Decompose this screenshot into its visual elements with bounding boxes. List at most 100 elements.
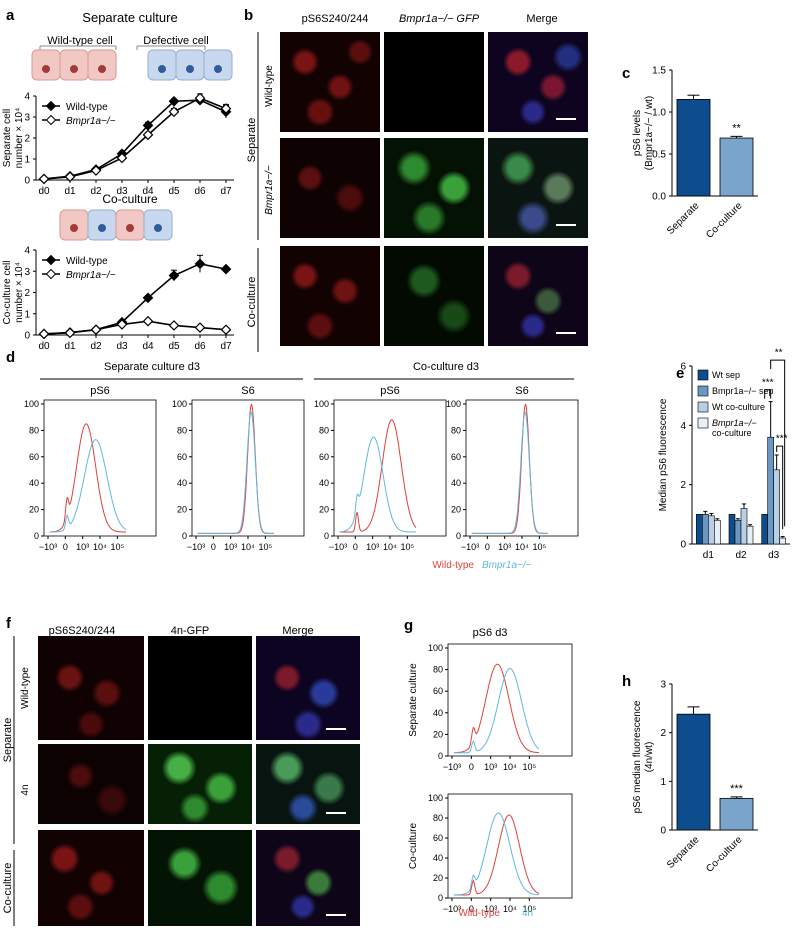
micrograph-b-ko-merge [488,138,588,238]
y-tick-label: 6 [680,362,686,373]
subplot-title: pS6 [90,385,110,397]
micrograph-f-wt-merge [256,636,360,740]
x-tick-label: d0 [38,186,50,197]
panel-label-f: f [6,615,12,632]
data-point [194,92,206,104]
bar-separate [676,99,711,197]
legend-bmpr1a: Bmpr1a−/− [482,560,532,571]
y-tick-label: 100 [172,399,187,409]
scale-bar [326,812,346,814]
sig-bracket [770,359,786,527]
scale-bar [326,728,346,730]
legend-marker [45,268,57,280]
b-row-bmpr1a: Bmpr1a−/− [264,165,275,215]
histogram-curve-ko [339,436,416,533]
x-tick-label: d6 [194,186,206,197]
bar [746,525,754,545]
x-tick-label: d2 [90,186,102,197]
micrograph-b-co-merge [488,246,588,346]
micrograph-f-wt-gfp [148,636,252,740]
x-tick-label: d3 [768,550,780,561]
x-tick-label: Separate [665,834,702,871]
x-tick-label: d4 [142,186,154,197]
x-tick-label: Co-culture [704,834,745,875]
bar [734,519,742,545]
legend-label: Bmpr1a−/− sep [712,386,774,396]
bar [773,469,780,545]
y-tick-label: 80 [177,425,187,435]
bar [714,519,721,545]
y-tick-label: 60 [319,452,329,462]
x-tick-label: 0 [63,542,68,552]
x-tick-label: d7 [220,341,232,352]
legend-label: Wild-type [66,256,108,267]
panel-a-title: Separate culture [82,10,177,25]
legend-label-2: co-culture [712,428,752,438]
y-tick-label: 60 [433,833,443,843]
b-row-wildtype: Wild-type [264,65,275,107]
y-tick-label: 60 [177,452,187,462]
y-tick-label: 100 [428,793,443,803]
y-tick-label: 20 [433,729,443,739]
b-col-label-gfp: Bmpr1a−/− GFP [399,13,480,25]
x-tick-label: d1 [64,186,76,197]
y-tick-label: 40 [433,708,443,718]
bar-separate [676,713,711,831]
x-tick-label: 10⁴ [503,762,517,772]
x-tick-label: d7 [220,186,232,197]
x-tick-label: 10³ [76,542,89,552]
x-tick-label: 10⁵ [522,904,536,914]
data-point [38,328,50,340]
micrograph-f-4n-merge [256,744,360,824]
x-tick-label: 10³ [484,762,497,772]
row-label: Separate culture [408,663,419,737]
significance-mark: *** [776,434,788,445]
x-tick-label: d4 [142,341,154,352]
histogram-curve-ko [453,812,539,896]
y-tick-label: 0 [24,176,30,187]
plot-frame [333,399,447,537]
panel-label-d: d [6,349,15,366]
y-axis-label: pS6 median fluorescence [632,700,643,813]
x-tick-label: d6 [194,341,206,352]
x-tick-label: d5 [168,341,180,352]
micrograph-f-wt-ps6 [38,636,144,740]
data-point [142,129,154,141]
x-tick-label: 0 [469,904,474,914]
y-tick-label: 0.5 [652,150,666,161]
micrograph-b-co-gfp [384,246,484,346]
legend-marker [45,114,57,126]
f-group-coculture: Co-culture [2,863,14,914]
coculture-title: Co-culture [102,192,158,206]
x-tick-label: 0 [469,762,474,772]
y-tick-label: 2 [680,480,686,491]
y-tick-label: 2 [24,134,30,145]
y-tick-label: 1.5 [652,66,666,77]
y-tick-label: 0.0 [652,192,666,203]
y-tick-label: 20 [433,873,443,883]
x-tick-label: 0 [485,542,490,552]
y-axis-label-2: number × 10⁴ [14,262,25,323]
y-axis-label-2: number × 10⁴ [14,108,25,169]
y-tick-label: 20 [177,505,187,515]
legend-marker [45,254,57,266]
x-tick-label: d0 [38,341,50,352]
scale-bar [556,332,576,334]
wt-cell-label: Wild-type cell [47,35,112,47]
subplot-title: pS6 [380,385,400,397]
legend-label: Bmpr1a−/− [66,116,116,127]
legend-4n: 4n [522,908,533,919]
y-tick-label: 80 [319,425,329,435]
b-col-label-ps6: pS6S240/244 [302,13,369,25]
micrograph-f-4n-ps6 [38,744,144,824]
scale-bar [556,224,576,226]
bar [761,514,768,545]
data-point [220,103,232,114]
y-tick-label: 4 [24,246,30,257]
significance-mark: *** [762,377,774,388]
histogram-curve-ko [471,411,548,534]
y-axis-label: Median pS6 fluorescence [658,398,669,511]
